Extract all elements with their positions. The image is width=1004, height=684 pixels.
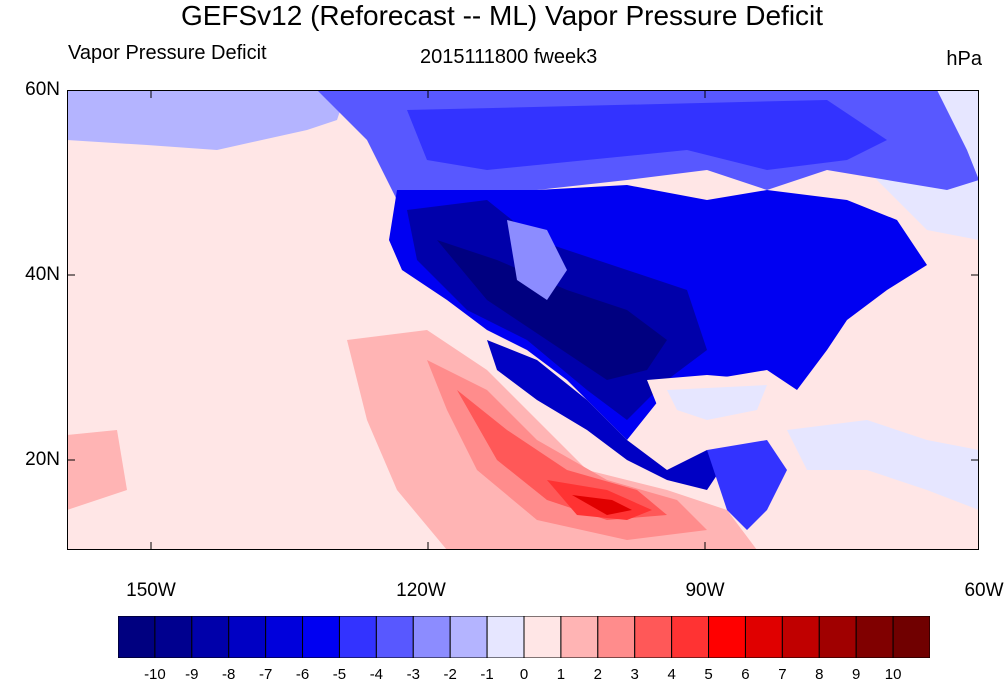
colorbar-swatch bbox=[892, 616, 930, 658]
colorbar-tick-label: 9 bbox=[852, 666, 861, 683]
colorbar-swatch bbox=[302, 616, 340, 658]
colorbar-tick-label: 0 bbox=[519, 666, 529, 683]
units-label: hPa bbox=[946, 48, 982, 70]
colorbar-tick-label: -6 bbox=[295, 666, 310, 683]
colorbar-swatch bbox=[449, 616, 488, 658]
colorbar-swatch bbox=[412, 616, 451, 658]
colorbar-tick-label: 4 bbox=[667, 666, 676, 683]
colorbar-swatch bbox=[523, 616, 562, 658]
colorbar-swatch bbox=[338, 616, 377, 658]
colorbar-swatch bbox=[781, 616, 820, 658]
colorbar-swatch bbox=[191, 616, 230, 658]
colorbar-tick-label: -8 bbox=[222, 666, 236, 683]
colorbar-swatch bbox=[228, 616, 267, 658]
map-border bbox=[67, 90, 979, 550]
colorbar-tick-label: 1 bbox=[556, 666, 566, 683]
colorbar-swatch bbox=[154, 616, 193, 658]
usa-core-darkest bbox=[437, 240, 667, 380]
gulf-light-blue bbox=[667, 385, 767, 420]
canada-inner bbox=[407, 100, 887, 170]
lon-label-60w: 60W bbox=[964, 580, 1004, 601]
colorbar-swatch bbox=[744, 616, 783, 658]
colorbar-tick-label: -10 bbox=[144, 666, 166, 683]
central-america-blue bbox=[707, 440, 787, 530]
vpd-map bbox=[67, 90, 979, 550]
lat-label-60n: 60N bbox=[25, 79, 60, 100]
alaska-blue bbox=[67, 90, 347, 150]
frame-ticks bbox=[67, 90, 979, 550]
colorbar-tick-label: 8 bbox=[815, 666, 824, 683]
colorbar-tick-label: 6 bbox=[741, 666, 750, 683]
mexico-region bbox=[487, 340, 727, 490]
colorbar bbox=[118, 616, 930, 658]
colorbar-tick-label: 7 bbox=[778, 666, 787, 683]
pacific-warm-hot bbox=[572, 495, 632, 515]
lat-label-40n: 40N bbox=[25, 264, 60, 285]
colorbar-tick-label: -9 bbox=[185, 666, 199, 683]
colorbar-swatch bbox=[634, 616, 673, 658]
colorbar-tick-label: -5 bbox=[332, 666, 347, 683]
colorbar-tick-label: 10 bbox=[884, 666, 902, 683]
colorbar-swatch bbox=[375, 616, 414, 658]
colorbar-tick-label: 2 bbox=[593, 666, 602, 683]
colorbar-tick-label: 3 bbox=[630, 666, 639, 683]
great-plains-light bbox=[507, 220, 567, 300]
colorbar-swatch bbox=[671, 616, 710, 658]
lon-label-120w: 120W bbox=[396, 580, 446, 601]
lon-label-90w: 90W bbox=[685, 580, 725, 601]
lon-label-150w: 150W bbox=[126, 580, 176, 601]
hawaii-warm bbox=[67, 430, 127, 510]
colorbar-swatch bbox=[560, 616, 599, 658]
colorbar-swatch bbox=[118, 616, 156, 658]
colorbar-swatch bbox=[486, 616, 525, 658]
colorbar-swatch bbox=[818, 616, 857, 658]
colorbar-swatch bbox=[265, 616, 304, 658]
colorbar-swatch bbox=[855, 616, 894, 658]
page-title: GEFSv12 (Reforecast -- ML) Vapor Pressur… bbox=[180, 0, 824, 31]
forecast-label: 2015111800 fweek3 bbox=[420, 46, 598, 68]
variable-label: Vapor Pressure Deficit bbox=[68, 42, 267, 64]
colorbar-tick-label: -4 bbox=[369, 666, 384, 683]
colorbar-swatch bbox=[708, 616, 746, 658]
pacific-warm-inner bbox=[457, 390, 667, 520]
caribbean-light bbox=[787, 420, 979, 510]
colorbar-swatch bbox=[597, 616, 636, 658]
colorbar-tick-label: -3 bbox=[406, 666, 420, 683]
colorbar-tick-label: -2 bbox=[443, 666, 457, 683]
lat-label-20n: 20N bbox=[25, 449, 60, 470]
colorbar-tick-label: -7 bbox=[258, 666, 273, 683]
colorbar-tick-label: 5 bbox=[704, 666, 713, 683]
colorbar-tick-label: -1 bbox=[480, 666, 494, 683]
